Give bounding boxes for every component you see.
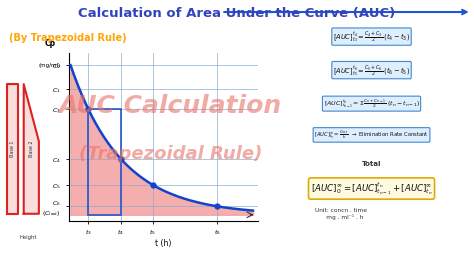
Text: Total: Total xyxy=(362,161,381,167)
Text: Height: Height xyxy=(20,235,37,240)
Text: $[AUC]_{t_{n-1}}^{t_n} = \Sigma\frac{C_n+C_{n-1}}{2}\;(t_n-t_{n-1})$: $[AUC]_{t_{n-1}}^{t_n} = \Sigma\frac{C_n… xyxy=(324,97,419,110)
Text: $[AUC]_0^{\infty} = [AUC]_{t_{n-1}}^{t_n} + [AUC]_{t_n}^{\infty}$: $[AUC]_0^{\infty} = [AUC]_{t_{n-1}}^{t_n… xyxy=(310,180,432,197)
Text: Unit: concn . time
      mg . ml⁻¹ . h: Unit: concn . time mg . ml⁻¹ . h xyxy=(315,208,367,220)
Polygon shape xyxy=(7,84,18,214)
Bar xyxy=(89,109,120,215)
Text: $[AUC]_{t_n}^{\infty} = \frac{C_{last}}{k}$  $\rightarrow$ Elimination Rate Cons: $[AUC]_{t_n}^{\infty} = \frac{C_{last}}{… xyxy=(314,128,429,141)
Text: Base 2: Base 2 xyxy=(29,141,34,157)
Text: Cp: Cp xyxy=(44,39,55,48)
Text: (mg/ml): (mg/ml) xyxy=(39,63,61,68)
Text: Calculation of Area Under the Curve (AUC): Calculation of Area Under the Curve (AUC… xyxy=(78,7,396,20)
Text: (By Trapezoidal Rule): (By Trapezoidal Rule) xyxy=(9,33,127,43)
Text: (Trapezoidal Rule): (Trapezoidal Rule) xyxy=(79,145,262,163)
X-axis label: t (h): t (h) xyxy=(155,239,172,248)
Text: AUC Calculation: AUC Calculation xyxy=(59,94,282,118)
Polygon shape xyxy=(24,84,39,214)
Text: Base 1: Base 1 xyxy=(10,141,15,157)
Text: $[AUC]_{t_3}^{t_4} = \frac{C_4+C_3}{2}\;(t_4-t_3)$: $[AUC]_{t_3}^{t_4} = \frac{C_4+C_3}{2}\;… xyxy=(333,29,410,44)
Text: $[AUC]_{t_5}^{t_6} = \frac{C_5+C_6}{2}\;(t_6-t_5)$: $[AUC]_{t_5}^{t_6} = \frac{C_5+C_6}{2}\;… xyxy=(333,63,410,78)
